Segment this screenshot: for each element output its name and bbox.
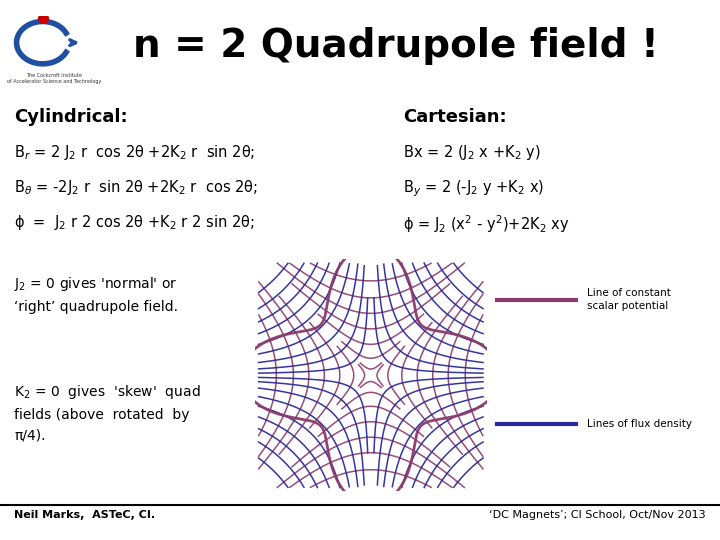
Text: ‘DC Magnets’; CI School, Oct/Nov 2013: ‘DC Magnets’; CI School, Oct/Nov 2013: [489, 510, 706, 521]
Text: K$_2$ = 0  gives  'skew'  quad
fields (above  rotated  by
π/4).: K$_2$ = 0 gives 'skew' quad fields (abov…: [14, 383, 201, 443]
Text: J$_2$ = 0 gives 'normal' or
‘right’ quadrupole field.: J$_2$ = 0 gives 'normal' or ‘right’ quad…: [14, 275, 179, 314]
Text: Neil Marks,  ASTeC, CI.: Neil Marks, ASTeC, CI.: [14, 510, 156, 521]
Text: B$_θ$ = -2J$_2$ r  sin 2θ +2K$_2$ r  cos 2θ;: B$_θ$ = -2J$_2$ r sin 2θ +2K$_2$ r cos 2…: [14, 178, 258, 197]
Text: Lines of flux density: Lines of flux density: [587, 419, 692, 429]
Text: Line of constant
scalar potential: Line of constant scalar potential: [587, 288, 670, 311]
Text: B$_y$ = 2 (-J$_2$ y +K$_2$ x): B$_y$ = 2 (-J$_2$ y +K$_2$ x): [403, 178, 544, 199]
Text: n = 2 Quadrupole field !: n = 2 Quadrupole field !: [133, 27, 659, 65]
Text: Bx = 2 (J$_2$ x +K$_2$ y): Bx = 2 (J$_2$ x +K$_2$ y): [403, 143, 541, 162]
Text: Cartesian:: Cartesian:: [403, 108, 507, 126]
Text: ϕ  =  J$_2$ r 2 cos 2θ +K$_2$ r 2 sin 2θ;: ϕ = J$_2$ r 2 cos 2θ +K$_2$ r 2 sin 2θ;: [14, 213, 255, 232]
Text: The Cockcroft Institute
of Accelerator Science and Technology: The Cockcroft Institute of Accelerator S…: [6, 73, 102, 84]
Text: B$_r$ = 2 J$_2$ r  cos 2θ +2K$_2$ r  sin 2θ;: B$_r$ = 2 J$_2$ r cos 2θ +2K$_2$ r sin 2…: [14, 143, 256, 162]
Text: Cylindrical:: Cylindrical:: [14, 108, 128, 126]
Text: ϕ = J$_2$ (x$^2$ - y$^2$)+2K$_2$ xy: ϕ = J$_2$ (x$^2$ - y$^2$)+2K$_2$ xy: [403, 213, 570, 235]
